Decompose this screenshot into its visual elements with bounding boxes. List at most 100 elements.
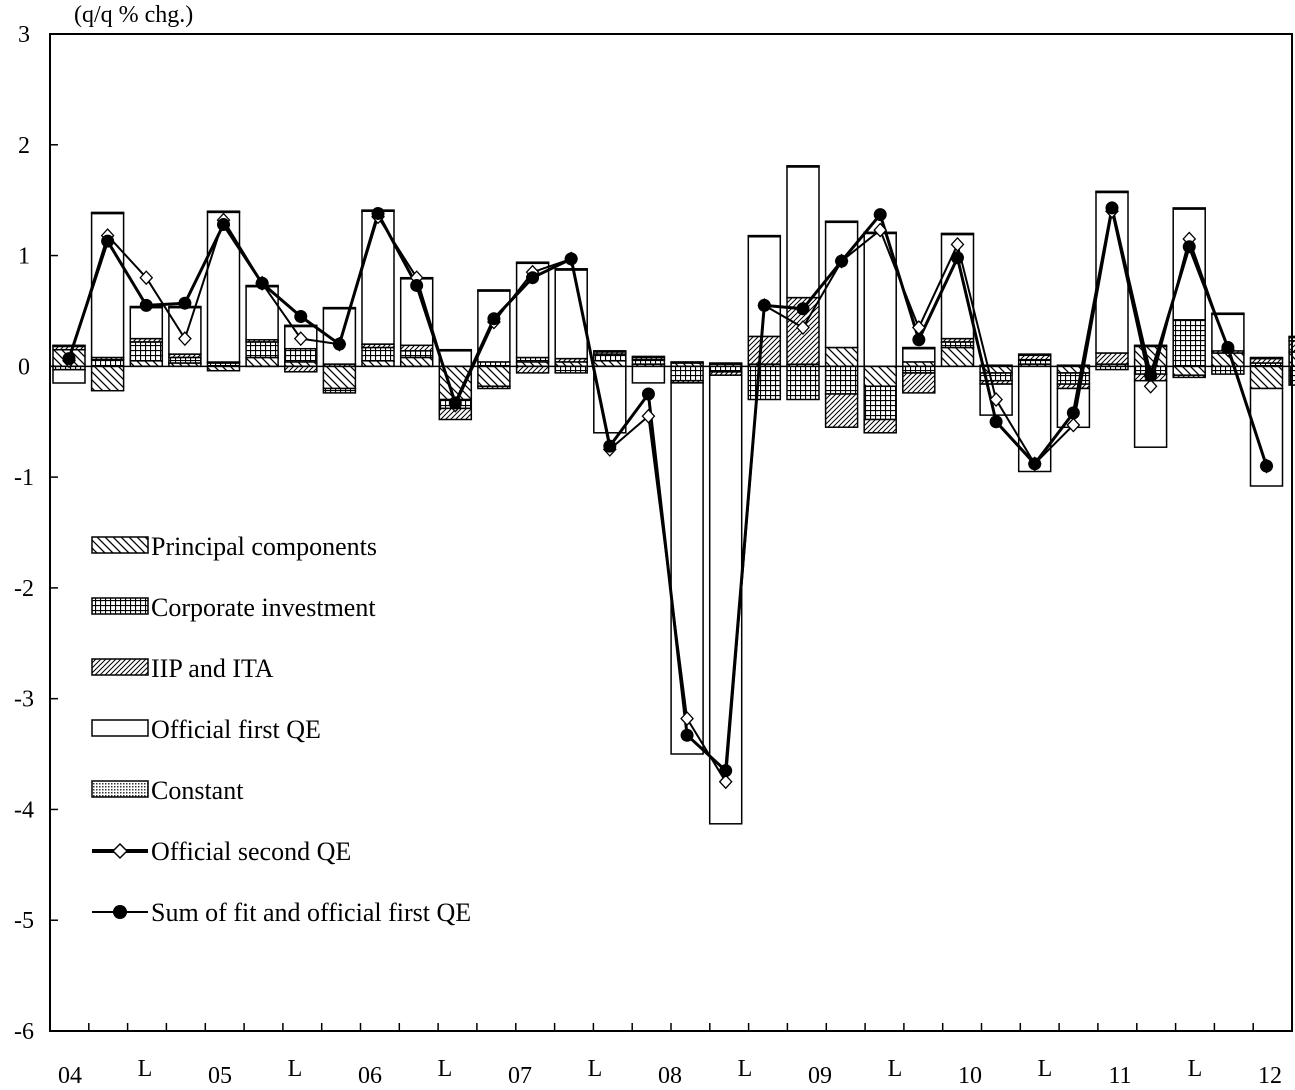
bar-stack <box>708 362 743 825</box>
point-sum-of-fit-and-official-first-qe <box>410 278 424 292</box>
bar-segment-official-first-qe <box>245 285 279 341</box>
x-tick-label: 05 <box>208 1063 232 1089</box>
bar-segment-constant <box>631 355 666 359</box>
bar-segment-principal-components <box>90 365 125 392</box>
bar-segment-constant <box>438 348 473 352</box>
bar-segment-official-first-qe <box>708 374 743 825</box>
legend-item-constant: Constant <box>91 776 244 805</box>
bar-segment-corporate-investment <box>1056 372 1091 385</box>
legend-marker-circle-icon <box>113 905 127 919</box>
bar-segment-corporate-investment <box>747 365 782 401</box>
bar-segment-constant <box>206 210 241 214</box>
bar-segment-constant <box>322 306 357 310</box>
point-sum-of-fit-and-official-first-qe <box>1105 201 1119 215</box>
x-tick-label: L <box>438 1056 453 1082</box>
point-sum-of-fit-and-official-first-qe <box>641 387 655 401</box>
bar-segment-iip-and-ita <box>284 365 318 373</box>
point-sum-of-fit-and-official-first-qe <box>873 208 887 222</box>
bar-segment-principal-components <box>1249 365 1284 390</box>
point-official-second-qe <box>293 331 308 347</box>
point-sum-of-fit-and-official-first-qe <box>487 312 501 326</box>
bar-stack <box>168 305 202 368</box>
bar-segment-official-first-qe <box>361 210 395 345</box>
unit-label: (q/q % chg.) <box>74 2 193 28</box>
point-sum-of-fit-and-official-first-qe <box>680 728 694 742</box>
bar-segment-official-first-qe <box>52 368 86 384</box>
bar-segment-constant <box>1211 312 1245 316</box>
bar-segment-corporate-investment <box>1172 319 1206 368</box>
x-tick-label: L <box>138 1056 153 1082</box>
bar-segment-principal-components <box>477 365 511 387</box>
bar-segment-constant <box>1172 207 1206 210</box>
point-sum-of-fit-and-official-first-qe <box>101 234 115 248</box>
point-sum-of-fit-and-official-first-qe <box>1260 459 1274 473</box>
legend-swatch-corporate-investment <box>91 597 149 615</box>
bar-segment-constant <box>515 261 550 265</box>
point-sum-of-fit-and-official-first-qe <box>448 396 462 410</box>
point-sum-of-fit-and-official-first-qe <box>796 302 810 316</box>
bar-segment-constant <box>902 346 936 350</box>
bar-segment-principal-components <box>399 356 434 368</box>
bar-segment-iip-and-ita <box>1172 374 1206 379</box>
bar-segment-constant <box>1017 353 1052 356</box>
x-tick-label: L <box>1038 1056 1053 1082</box>
bar-segment-corporate-investment <box>245 341 279 359</box>
bar-segment-constant <box>1095 190 1129 194</box>
bar-segment-official-first-qe <box>129 306 164 340</box>
bar-segment-corporate-investment <box>670 365 704 382</box>
point-sum-of-fit-and-official-first-qe <box>989 415 1003 429</box>
bar-segment-principal-components <box>824 346 859 368</box>
bar-segment-iip-and-ita <box>824 393 859 428</box>
bar-stack <box>940 232 975 368</box>
point-official-second-qe <box>680 711 694 727</box>
bar-segment-principal-components <box>593 360 627 368</box>
point-sum-of-fit-and-official-first-qe <box>564 252 578 266</box>
bar-segment-iip-and-ita <box>399 344 434 352</box>
x-tick-label: L <box>888 1056 903 1082</box>
x-tick-label: L <box>1188 1056 1203 1082</box>
bar-segment-corporate-investment <box>361 346 395 362</box>
y-tick-label: 3 <box>18 22 30 48</box>
bar-segment-corporate-investment <box>902 365 936 374</box>
bar-segment-iip-and-ita <box>1095 352 1129 365</box>
bar-segment-iip-and-ita <box>1017 354 1052 361</box>
bar-segment-constant <box>940 232 975 236</box>
bar-segment-official-first-qe <box>1172 208 1206 321</box>
bar-stack <box>1133 344 1168 448</box>
bar-segment-principal-components <box>1172 365 1206 376</box>
point-official-second-qe <box>796 320 810 336</box>
bar-segment-constant <box>477 289 511 292</box>
bar-segment-principal-components <box>245 356 279 368</box>
bar-segment-constant <box>1249 356 1284 360</box>
bar-segment-official-first-qe <box>979 383 1013 416</box>
bar-stack <box>1172 207 1206 379</box>
legend-swatch-iip-and-ita <box>91 658 149 676</box>
bar-segment-corporate-investment <box>168 356 202 364</box>
point-official-second-qe <box>641 408 656 424</box>
point-sum-of-fit-and-official-first-qe <box>217 218 231 232</box>
bar-segment-iip-and-ita <box>515 365 550 374</box>
legend-label-sum-of-fit: Sum of fit and official first QE <box>151 898 471 927</box>
point-sum-of-fit-and-official-first-qe <box>912 333 926 347</box>
y-tick-label: -1 <box>14 465 34 491</box>
bar-stack <box>206 210 241 372</box>
x-tick-label: 09 <box>808 1063 832 1089</box>
line-sum-of-fit-and-official-first-qe <box>67 206 1268 773</box>
point-sum-of-fit-and-official-first-qe <box>1028 457 1042 471</box>
point-official-second-qe <box>1143 378 1158 394</box>
x-tick-label: L <box>588 1056 603 1082</box>
bar-stack <box>554 268 588 374</box>
y-tick-label: 2 <box>18 133 30 159</box>
legend-marker-diamond-icon <box>111 842 129 860</box>
bar-segment-principal-components <box>1133 345 1168 368</box>
point-official-second-qe <box>873 222 888 238</box>
bar-segment-corporate-investment <box>824 365 859 395</box>
point-sum-of-fit-and-official-first-qe <box>526 271 540 285</box>
point-sum-of-fit-and-official-first-qe <box>1221 341 1235 355</box>
legend-label-official-second-qe: Official second QE <box>151 837 351 866</box>
point-official-second-qe <box>139 270 154 286</box>
bar-stack <box>902 346 936 394</box>
point-sum-of-fit-and-official-first-qe <box>719 764 733 778</box>
point-sum-of-fit-and-official-first-qe <box>835 254 849 268</box>
point-official-second-qe <box>989 392 1003 408</box>
